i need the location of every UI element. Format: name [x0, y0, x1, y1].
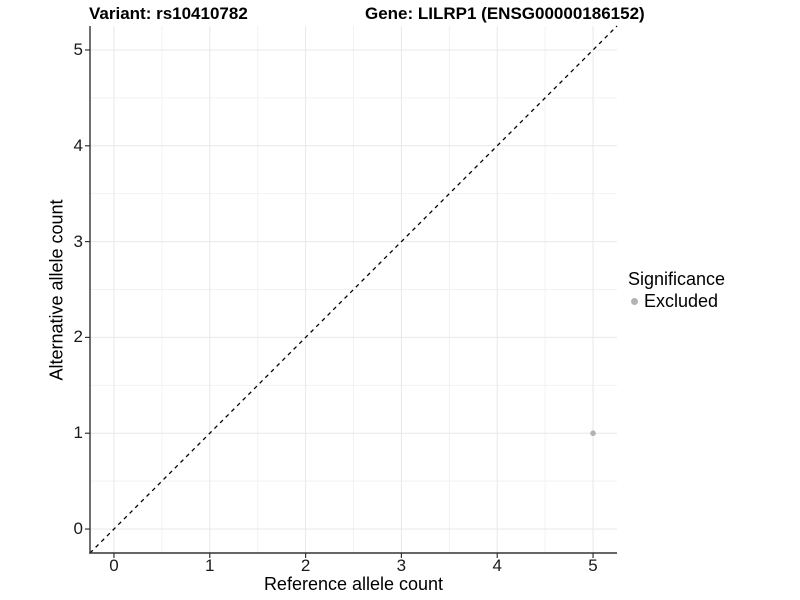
y-tick-label: 0	[73, 519, 83, 539]
y-tick-label: 1	[73, 423, 83, 443]
y-tick-label: 3	[73, 231, 83, 251]
legend-key-dot-icon	[631, 298, 638, 305]
y-axis-title: Alternative allele count	[46, 199, 67, 381]
y-tick-label: 2	[73, 327, 83, 347]
x-tick-label: 3	[396, 556, 407, 575]
gene-title: Gene: LILRP1 (ENSG00000186152)	[365, 4, 645, 23]
legend-title: Significance	[628, 269, 726, 289]
y-tick-label: 4	[73, 135, 83, 155]
legend: Significance Excluded	[628, 269, 725, 312]
x-tick-label: 1	[205, 556, 215, 575]
x-tick-label: 0	[109, 556, 119, 575]
x-tick-label: 4	[492, 556, 502, 575]
x-axis-title: Reference allele count	[263, 574, 444, 594]
legend-item-label: Excluded	[644, 291, 719, 311]
y-tick-label: 5	[73, 39, 83, 59]
data-point	[590, 430, 596, 437]
legend-item-excluded: Excluded	[628, 291, 725, 312]
x-tick-label: 2	[300, 556, 311, 575]
x-tick-label: 5	[588, 556, 598, 575]
variant-title: Variant: rs10410782	[89, 4, 248, 23]
